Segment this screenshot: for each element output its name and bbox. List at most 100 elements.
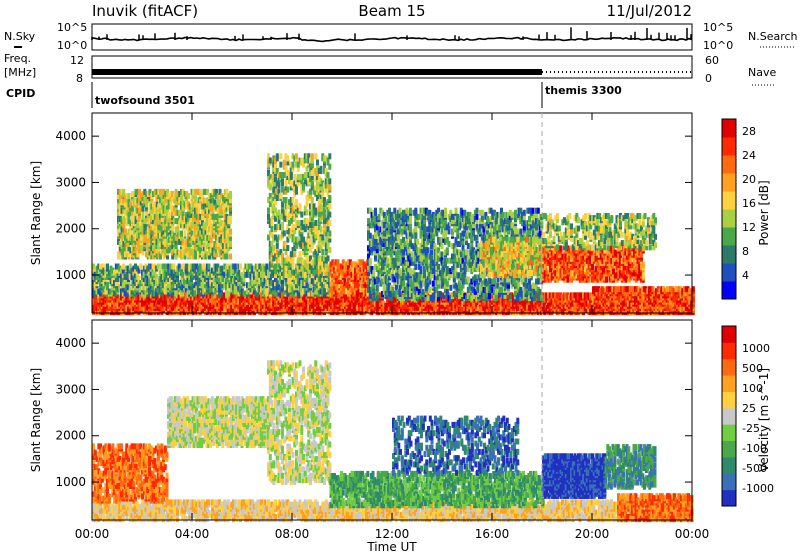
heatmap-cell (284, 265, 288, 272)
heatmap-cell (233, 263, 237, 270)
beam-title: Beam 15 (358, 2, 425, 20)
heatmap-cell (116, 296, 120, 303)
heatmap-cell (254, 300, 258, 307)
heatmap-cell (139, 263, 143, 270)
heatmap-cell (152, 201, 155, 208)
heatmap-cell (216, 294, 220, 301)
power-heatmap-data (92, 153, 695, 316)
heatmap-cell (177, 300, 181, 307)
heatmap-cell (275, 242, 279, 249)
heatmap-cell (198, 292, 202, 299)
heatmap-cell (191, 298, 195, 305)
heatmap-cell (174, 307, 178, 313)
heatmap-cell (275, 300, 279, 307)
heatmap-cell (268, 157, 272, 164)
heatmap-cell (148, 298, 151, 305)
heatmap-cell (233, 307, 237, 313)
nave-label: Nave (748, 66, 776, 79)
heatmap-cell (229, 253, 232, 260)
heatmap-cell (242, 300, 246, 307)
heatmap-cell (100, 307, 104, 313)
heatmap-cell (158, 298, 162, 305)
heatmap-cell (146, 296, 150, 303)
heatmap-cell (223, 300, 227, 307)
heatmap-cell (93, 294, 97, 301)
heatmap-cell (122, 188, 126, 195)
heatmap-cell (282, 159, 286, 166)
heatmap-cell (270, 292, 274, 299)
heatmap-cell (279, 302, 283, 309)
heatmap-cell (174, 298, 178, 305)
heatmap-cell (183, 296, 186, 303)
heatmap-cell (246, 304, 249, 311)
heatmap-cell (197, 292, 200, 299)
heatmap-cell (149, 300, 153, 307)
heatmap-cell (267, 292, 270, 299)
heatmap-cell (265, 288, 269, 295)
heatmap-cell (149, 304, 153, 311)
heatmap-cell (148, 292, 151, 299)
heatmap-cell (211, 296, 214, 303)
heatmap-cell (279, 192, 283, 199)
heatmap-cell (284, 272, 288, 278)
station-title: Inuvik (fitACF) (92, 2, 198, 20)
heatmap-cell (167, 211, 171, 218)
heatmap-cell (284, 294, 288, 301)
heatmap-cell (176, 298, 179, 305)
heatmap-cell (106, 292, 109, 299)
heatmap-cell (207, 263, 211, 270)
heatmap-cell (260, 300, 263, 307)
heatmap-cell (193, 298, 197, 305)
heatmap-cell (136, 222, 140, 229)
freq-tick-bottom: 8 (76, 72, 83, 85)
heatmap-cell (195, 294, 199, 301)
heatmap-cell (212, 309, 216, 316)
heatmap-cell (172, 294, 176, 301)
heatmap-cell (107, 302, 111, 309)
heatmap-cell (156, 263, 160, 270)
heatmap-cell (270, 300, 274, 307)
heatmap-cell (265, 294, 269, 301)
heatmap-cell (202, 296, 206, 303)
heatmap-cell (183, 309, 186, 316)
heatmap-cell (130, 300, 134, 307)
freq-tick-top: 12 (70, 54, 84, 67)
heatmap-cell (198, 307, 202, 313)
cpid-segment-2: themis 3300 (545, 84, 622, 97)
heatmap-cell (114, 300, 118, 307)
heatmap-cell (191, 309, 195, 316)
heatmap-cell (239, 263, 242, 270)
heatmap-cell (274, 307, 277, 313)
heatmap-cell (291, 197, 295, 203)
heatmap-cell (121, 296, 125, 303)
heatmap-cell (263, 294, 267, 301)
nsky-tick-top: 10^5 (57, 21, 87, 34)
heatmap-cell (165, 300, 169, 307)
heatmap-cell (207, 307, 211, 313)
heatmap-cell (265, 302, 269, 309)
heatmap-cell (191, 294, 195, 301)
heatmap-cell (130, 296, 134, 303)
heatmap-cell (228, 292, 232, 299)
heatmap-cell (202, 263, 206, 270)
heatmap-cell (187, 193, 190, 200)
heatmap-cell (137, 294, 141, 301)
heatmap-cell (183, 292, 186, 299)
heatmap-cell (99, 302, 102, 309)
heatmap-cell (258, 302, 262, 309)
heatmap-cell (114, 292, 118, 299)
heatmap-cell (291, 261, 295, 268)
heatmap-cell (296, 220, 300, 226)
heatmap-cell (95, 300, 99, 307)
freq-trace (92, 69, 542, 75)
heatmap-cell (125, 304, 129, 311)
heatmap-cell (116, 302, 120, 309)
heatmap-cell (260, 292, 263, 299)
heatmap-cell (188, 302, 192, 309)
heatmap-cell (132, 304, 136, 311)
heatmap-cell (275, 195, 279, 201)
heatmap-cell (295, 199, 298, 206)
cpid-segment-1: twofsound 3501 (95, 94, 195, 107)
heatmap-cell (265, 263, 269, 270)
heatmap-cell (128, 309, 132, 316)
